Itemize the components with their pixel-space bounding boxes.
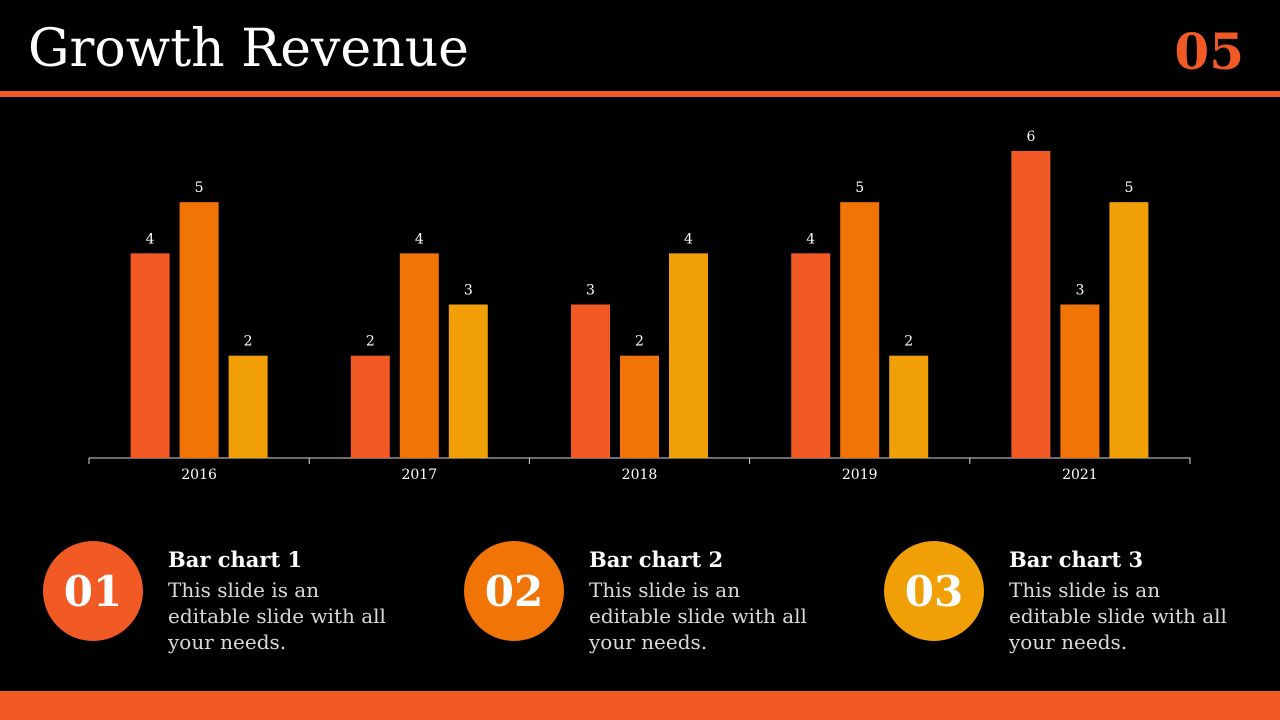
bar <box>179 202 219 458</box>
data-label: 3 <box>1075 283 1084 299</box>
item-title-2: Bar chart 2 <box>589 547 724 572</box>
data-label: 3 <box>464 283 473 299</box>
data-label: 5 <box>855 180 864 196</box>
item-description-3: This slide is an editable slide with all… <box>1009 578 1227 654</box>
slide-number: 05 <box>1174 22 1244 81</box>
bar <box>399 253 439 458</box>
number-badge-1: 01 <box>43 541 143 641</box>
data-label: 5 <box>1124 180 1133 196</box>
data-label: 5 <box>195 180 204 196</box>
bar <box>448 304 488 458</box>
number-badge-3: 03 <box>884 541 984 641</box>
legend-item-2: 02 Bar chart 2 This slide is an editable… <box>464 541 864 661</box>
bar <box>889 355 929 458</box>
bar-chart: 4 5 2 2016 2 4 3 2017 3 2 4 2018 4 5 2 2019 6 3 5 2021 <box>88 129 1191 483</box>
bar <box>1109 202 1149 458</box>
bar <box>840 202 880 458</box>
x-tick-label: 2016 <box>181 467 217 483</box>
bar <box>620 355 659 458</box>
data-label: 2 <box>244 334 253 350</box>
data-label: 3 <box>586 283 595 299</box>
bar <box>791 253 831 458</box>
data-label: 4 <box>806 231 815 247</box>
bar <box>1060 304 1100 458</box>
item-title-1: Bar chart 1 <box>168 547 303 572</box>
data-label: 4 <box>146 231 155 247</box>
slide-title: Growth Revenue <box>28 19 469 79</box>
data-label: 2 <box>635 334 644 350</box>
x-tick-label: 2019 <box>842 467 878 483</box>
legend-item-3: 03 Bar chart 3 This slide is an editable… <box>884 541 1280 661</box>
number-badge-2: 02 <box>464 541 564 641</box>
data-label: 4 <box>684 231 693 247</box>
x-tick-label: 2018 <box>622 467 658 483</box>
x-tick-label: 2021 <box>1062 467 1098 483</box>
data-label: 4 <box>415 231 424 247</box>
bar <box>1011 151 1051 458</box>
bar <box>130 253 170 458</box>
title-divider <box>0 91 1280 97</box>
bar <box>228 355 268 458</box>
data-label: 2 <box>904 334 913 350</box>
bar <box>669 253 708 458</box>
bar <box>571 304 610 458</box>
item-description-1: This slide is an editable slide with all… <box>168 578 386 654</box>
data-label: 2 <box>366 334 375 350</box>
bar <box>350 355 390 458</box>
legend-item-1: 01 Bar chart 1 This slide is an editable… <box>43 541 443 661</box>
data-label: 6 <box>1026 129 1035 145</box>
item-title-3: Bar chart 3 <box>1009 547 1144 572</box>
item-description-2: This slide is an editable slide with all… <box>589 578 807 654</box>
footer-bar <box>0 691 1280 720</box>
x-tick-label: 2017 <box>401 467 437 483</box>
